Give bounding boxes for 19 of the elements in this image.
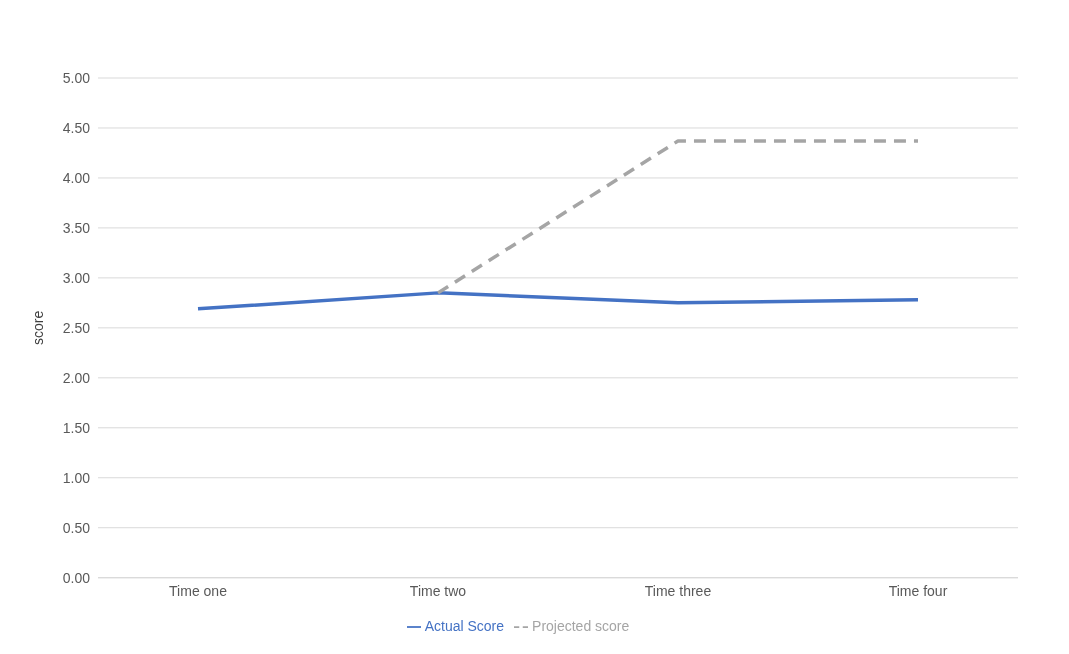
y-axis-title: score	[29, 310, 46, 345]
y-tick-label: 2.50	[62, 319, 91, 336]
x-tick-label: Time two	[409, 582, 467, 599]
legend-label: Projected score	[532, 617, 630, 634]
y-tick-label: 3.00	[62, 269, 91, 286]
y-tick-label: 1.50	[62, 419, 91, 436]
y-tick-label: 3.50	[62, 219, 91, 236]
y-tick-label: 5.00	[62, 69, 91, 86]
line-series	[196, 291, 920, 311]
x-tick-label: Time one	[169, 582, 228, 599]
x-tick-label: Time four	[888, 582, 948, 599]
legend-label: Actual Score	[424, 617, 505, 634]
y-tick-label: 0.50	[62, 519, 91, 536]
y-tick-label: 4.00	[62, 169, 91, 186]
y-tick-label: 4.50	[62, 119, 91, 136]
y-tick-label: 0.00	[62, 569, 91, 586]
y-tick-label: 1.00	[62, 469, 91, 486]
y-tick-label: 2.00	[62, 369, 91, 386]
x-tick-label: Time three	[644, 582, 712, 599]
